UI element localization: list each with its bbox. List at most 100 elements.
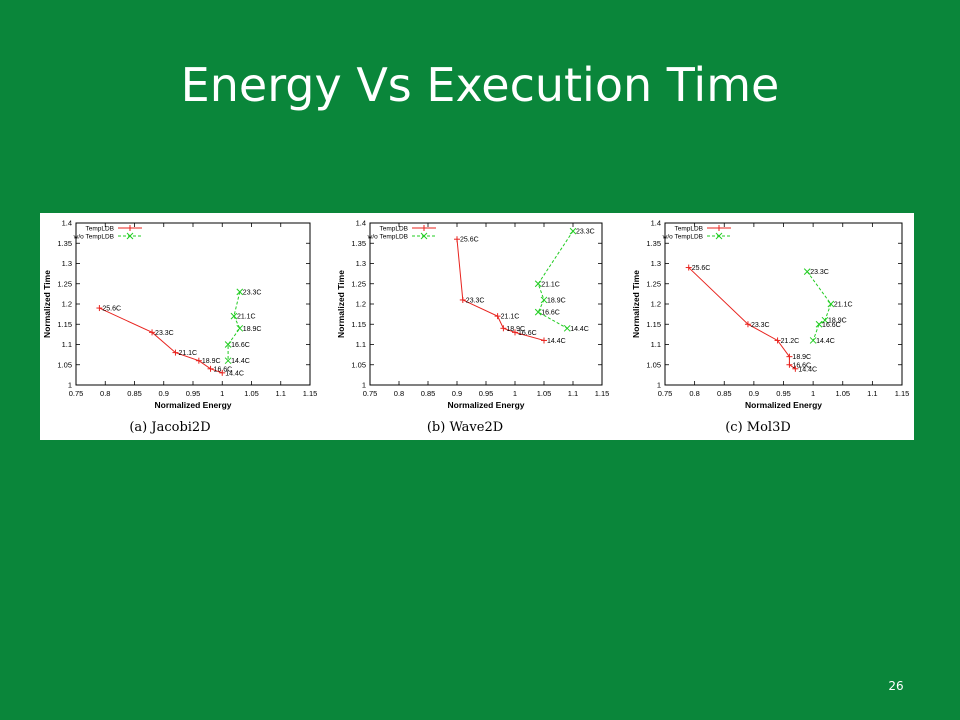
- y-tick-label: 1.15: [57, 320, 72, 329]
- x-tick-label: 1.05: [537, 389, 552, 398]
- figure-panel: 0.75 0.8 0.85 0.9 0.95 1 1.05 1.1 1.15 1 1.05 1.1 1.…: [40, 213, 914, 440]
- y-tick-label: 1.35: [646, 239, 661, 248]
- data-label: 16.6C: [541, 310, 560, 317]
- marker-stroke: [236, 288, 244, 296]
- x-tick-label: 1.15: [303, 389, 318, 398]
- data-label: 25.6C: [102, 306, 121, 313]
- y-tick-label: 1.3: [356, 259, 366, 268]
- data-point: [207, 365, 214, 372]
- legend-marker: [126, 232, 134, 240]
- x-tick-label: 1.1: [867, 389, 877, 398]
- data-label: 18.9C: [243, 326, 262, 333]
- x-tick-label: 0.85: [421, 389, 436, 398]
- series-line-2: [227, 291, 241, 361]
- legend-label: TempLDB: [379, 226, 408, 233]
- data-label: 18.9C: [828, 318, 847, 325]
- marker-stroke: [534, 280, 542, 288]
- chart-caption: (c) Mol3D: [725, 420, 791, 435]
- slide-number: 26: [888, 679, 904, 693]
- legend-marker: [420, 232, 428, 240]
- data-label: 14.4C: [798, 366, 817, 373]
- chart-3: 0.75 0.8 0.85 0.9 0.95 1 1.05 1.1 1.15 1 1.05 1.1 1.…: [631, 219, 909, 436]
- chart-figure: 0.75 0.8 0.85 0.9 0.95 1 1.05 1.1 1.15 1 1.05 1.1 1.…: [42, 219, 909, 436]
- series-line-1: [456, 239, 545, 341]
- data-point: [454, 236, 460, 243]
- data-point: [494, 313, 501, 320]
- data-point: [534, 308, 542, 316]
- data-label: 23.3C: [576, 229, 595, 236]
- x-axis-label: Normalized Energy: [745, 400, 822, 410]
- y-tick-label: 1.35: [57, 239, 72, 248]
- x-tick-label: 0.9: [452, 389, 462, 398]
- data-point: [803, 268, 811, 275]
- legend-marker: [421, 225, 427, 231]
- data-point: [786, 353, 793, 360]
- data-point: [774, 337, 781, 344]
- x-tick-label: 1.1: [276, 389, 286, 398]
- data-label: 14.4C: [570, 326, 589, 333]
- x-tick-label: 0.8: [394, 389, 404, 398]
- y-tick-label: 1.2: [356, 300, 366, 309]
- x-tick-label: 0.95: [479, 389, 494, 398]
- x-tick-label: 0.75: [363, 389, 378, 398]
- data-point: [827, 300, 835, 308]
- data-label: 16.6C: [214, 366, 233, 373]
- marker-stroke: [569, 227, 577, 235]
- data-label: 21.2C: [781, 338, 800, 345]
- data-point: [541, 337, 547, 344]
- chart-caption: (b) Wave2D: [427, 420, 503, 435]
- y-tick-label: 1.05: [57, 360, 72, 369]
- y-tick-label: 1.15: [646, 320, 661, 329]
- y-tick-label: 1: [362, 381, 366, 390]
- data-point: [459, 296, 466, 303]
- data-label: 14.4C: [547, 338, 566, 345]
- chart-1: 0.75 0.8 0.85 0.9 0.95 1 1.05 1.1 1.15 1 1.05 1.1 1.…: [42, 219, 317, 436]
- data-point: [224, 341, 232, 348]
- data-label: 16.6C: [792, 362, 811, 369]
- y-tick-label: 1.2: [651, 300, 661, 309]
- legend-label: w/o TempLDB: [662, 234, 703, 241]
- x-tick-label: 1: [220, 389, 224, 398]
- y-tick-label: 1.25: [351, 279, 366, 288]
- y-tick-label: 1.25: [57, 279, 72, 288]
- y-axis-label: Normalized Time: [42, 270, 52, 338]
- y-tick-label: 1.35: [351, 239, 366, 248]
- data-label: 18.9C: [547, 297, 566, 304]
- data-label: 14.4C: [225, 370, 244, 377]
- data-point: [534, 280, 542, 288]
- marker-stroke: [230, 312, 238, 320]
- legend-label: w/o TempLDB: [367, 234, 408, 241]
- data-point: [821, 316, 829, 324]
- data-point: [540, 296, 548, 304]
- y-tick-label: 1.05: [646, 360, 661, 369]
- data-point: [172, 349, 179, 356]
- data-label: 23.3C: [155, 330, 174, 337]
- x-tick-label: 0.95: [776, 389, 791, 398]
- data-label: 16.6C: [822, 322, 841, 329]
- y-tick-label: 1.25: [646, 279, 661, 288]
- data-label: 18.9C: [506, 326, 525, 333]
- y-tick-label: 1.4: [356, 219, 366, 228]
- marker-stroke: [821, 316, 829, 324]
- x-tick-label: 0.8: [689, 389, 699, 398]
- legend-label: TempLDB: [85, 226, 114, 233]
- y-axis-label: Normalized Time: [631, 270, 641, 338]
- x-tick-label: 1.05: [835, 389, 850, 398]
- series-line-1: [688, 267, 796, 370]
- y-tick-label: 1.3: [62, 259, 72, 268]
- y-tick-label: 1.3: [651, 259, 661, 268]
- data-point: [809, 337, 817, 344]
- data-point: [236, 324, 244, 332]
- marker-stroke: [224, 341, 232, 348]
- y-tick-label: 1.1: [356, 340, 366, 349]
- data-label: 21.1C: [501, 314, 520, 321]
- legend-marker: [716, 225, 722, 231]
- plot-frame: [664, 222, 903, 386]
- data-label: 18.9C: [202, 358, 221, 365]
- data-point: [236, 288, 244, 296]
- data-label: 23.3C: [751, 322, 770, 329]
- y-tick-label: 1.1: [651, 340, 661, 349]
- x-tick-label: 0.85: [127, 389, 142, 398]
- data-point: [224, 357, 232, 365]
- data-label: 25.6C: [460, 237, 479, 244]
